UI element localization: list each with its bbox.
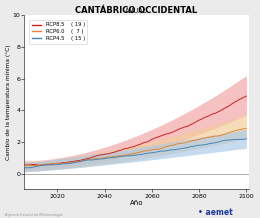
Y-axis label: Cambio de la temperatura mínima (°C): Cambio de la temperatura mínima (°C) bbox=[5, 44, 11, 160]
Text: Agencia Estatal de Meteorología: Agencia Estatal de Meteorología bbox=[5, 213, 63, 217]
Text: • aemet: • aemet bbox=[198, 208, 232, 217]
Title: CANTÁBRICO OCCIDENTAL: CANTÁBRICO OCCIDENTAL bbox=[75, 5, 198, 15]
Text: ANUAL: ANUAL bbox=[125, 8, 148, 14]
X-axis label: Año: Año bbox=[130, 200, 143, 206]
Legend: RCP8.5    ( 19 ), RCP6.0    (  7 ), RCP4.5    ( 15 ): RCP8.5 ( 19 ), RCP6.0 ( 7 ), RCP4.5 ( 15… bbox=[29, 20, 88, 44]
